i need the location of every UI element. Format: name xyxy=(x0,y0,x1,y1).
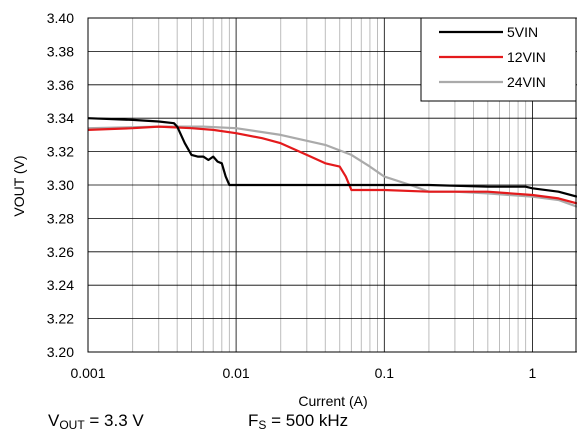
fs-symbol: F xyxy=(248,411,259,430)
fs-subscript: S xyxy=(258,418,267,432)
y-tick-labels: 3.20 3.22 3.24 3.26 3.28 3.30 3.32 3.34 3.36 3.38… xyxy=(47,10,74,360)
y-tick-label: 3.30 xyxy=(47,177,74,193)
plot-frame xyxy=(87,17,577,353)
y-tick-label: 3.26 xyxy=(47,244,74,260)
x-tick-label: 0.001 xyxy=(70,365,105,381)
legend-label: 5VIN xyxy=(507,24,538,40)
x-tick-label: 0.01 xyxy=(222,365,249,381)
y-tick-label: 3.28 xyxy=(47,210,74,226)
legend-box xyxy=(420,17,577,102)
x-tick-label: 0.1 xyxy=(375,365,395,381)
y-tick-label: 3.24 xyxy=(47,277,74,293)
legend: 5VIN 12VIN 24VIN xyxy=(420,17,577,102)
fs-condition: FS = 500 kHz xyxy=(248,411,348,432)
vout-condition: VOUT = 3.3 V xyxy=(48,411,144,432)
y-axis-label: VOUT (V) xyxy=(11,155,27,216)
x-tick-label: 1 xyxy=(529,365,537,381)
vout-value: = 3.3 V xyxy=(84,411,144,430)
vout-symbol: V xyxy=(48,411,60,430)
y-tick-label: 3.36 xyxy=(47,77,74,93)
series-layer xyxy=(87,117,577,208)
vout-subscript: OUT xyxy=(59,418,85,432)
y-tick-label: 3.20 xyxy=(47,344,74,360)
y-tick-label: 3.40 xyxy=(47,10,74,26)
y-tick-label: 3.34 xyxy=(47,110,74,126)
y-tick-label: 3.32 xyxy=(47,144,74,160)
y-tick-label: 3.22 xyxy=(47,311,74,327)
legend-label: 24VIN xyxy=(507,74,546,90)
x-tick-labels: 0.001 0.01 0.1 1 xyxy=(70,365,536,381)
y-tick-label: 3.38 xyxy=(47,43,74,59)
series-line-24vin xyxy=(87,125,577,208)
fs-value: = 500 kHz xyxy=(266,411,349,430)
series-line-5vin xyxy=(87,117,577,198)
legend-label: 12VIN xyxy=(507,49,546,65)
series-line-12vin xyxy=(87,125,577,205)
x-axis-label: Current (A) xyxy=(298,393,367,409)
